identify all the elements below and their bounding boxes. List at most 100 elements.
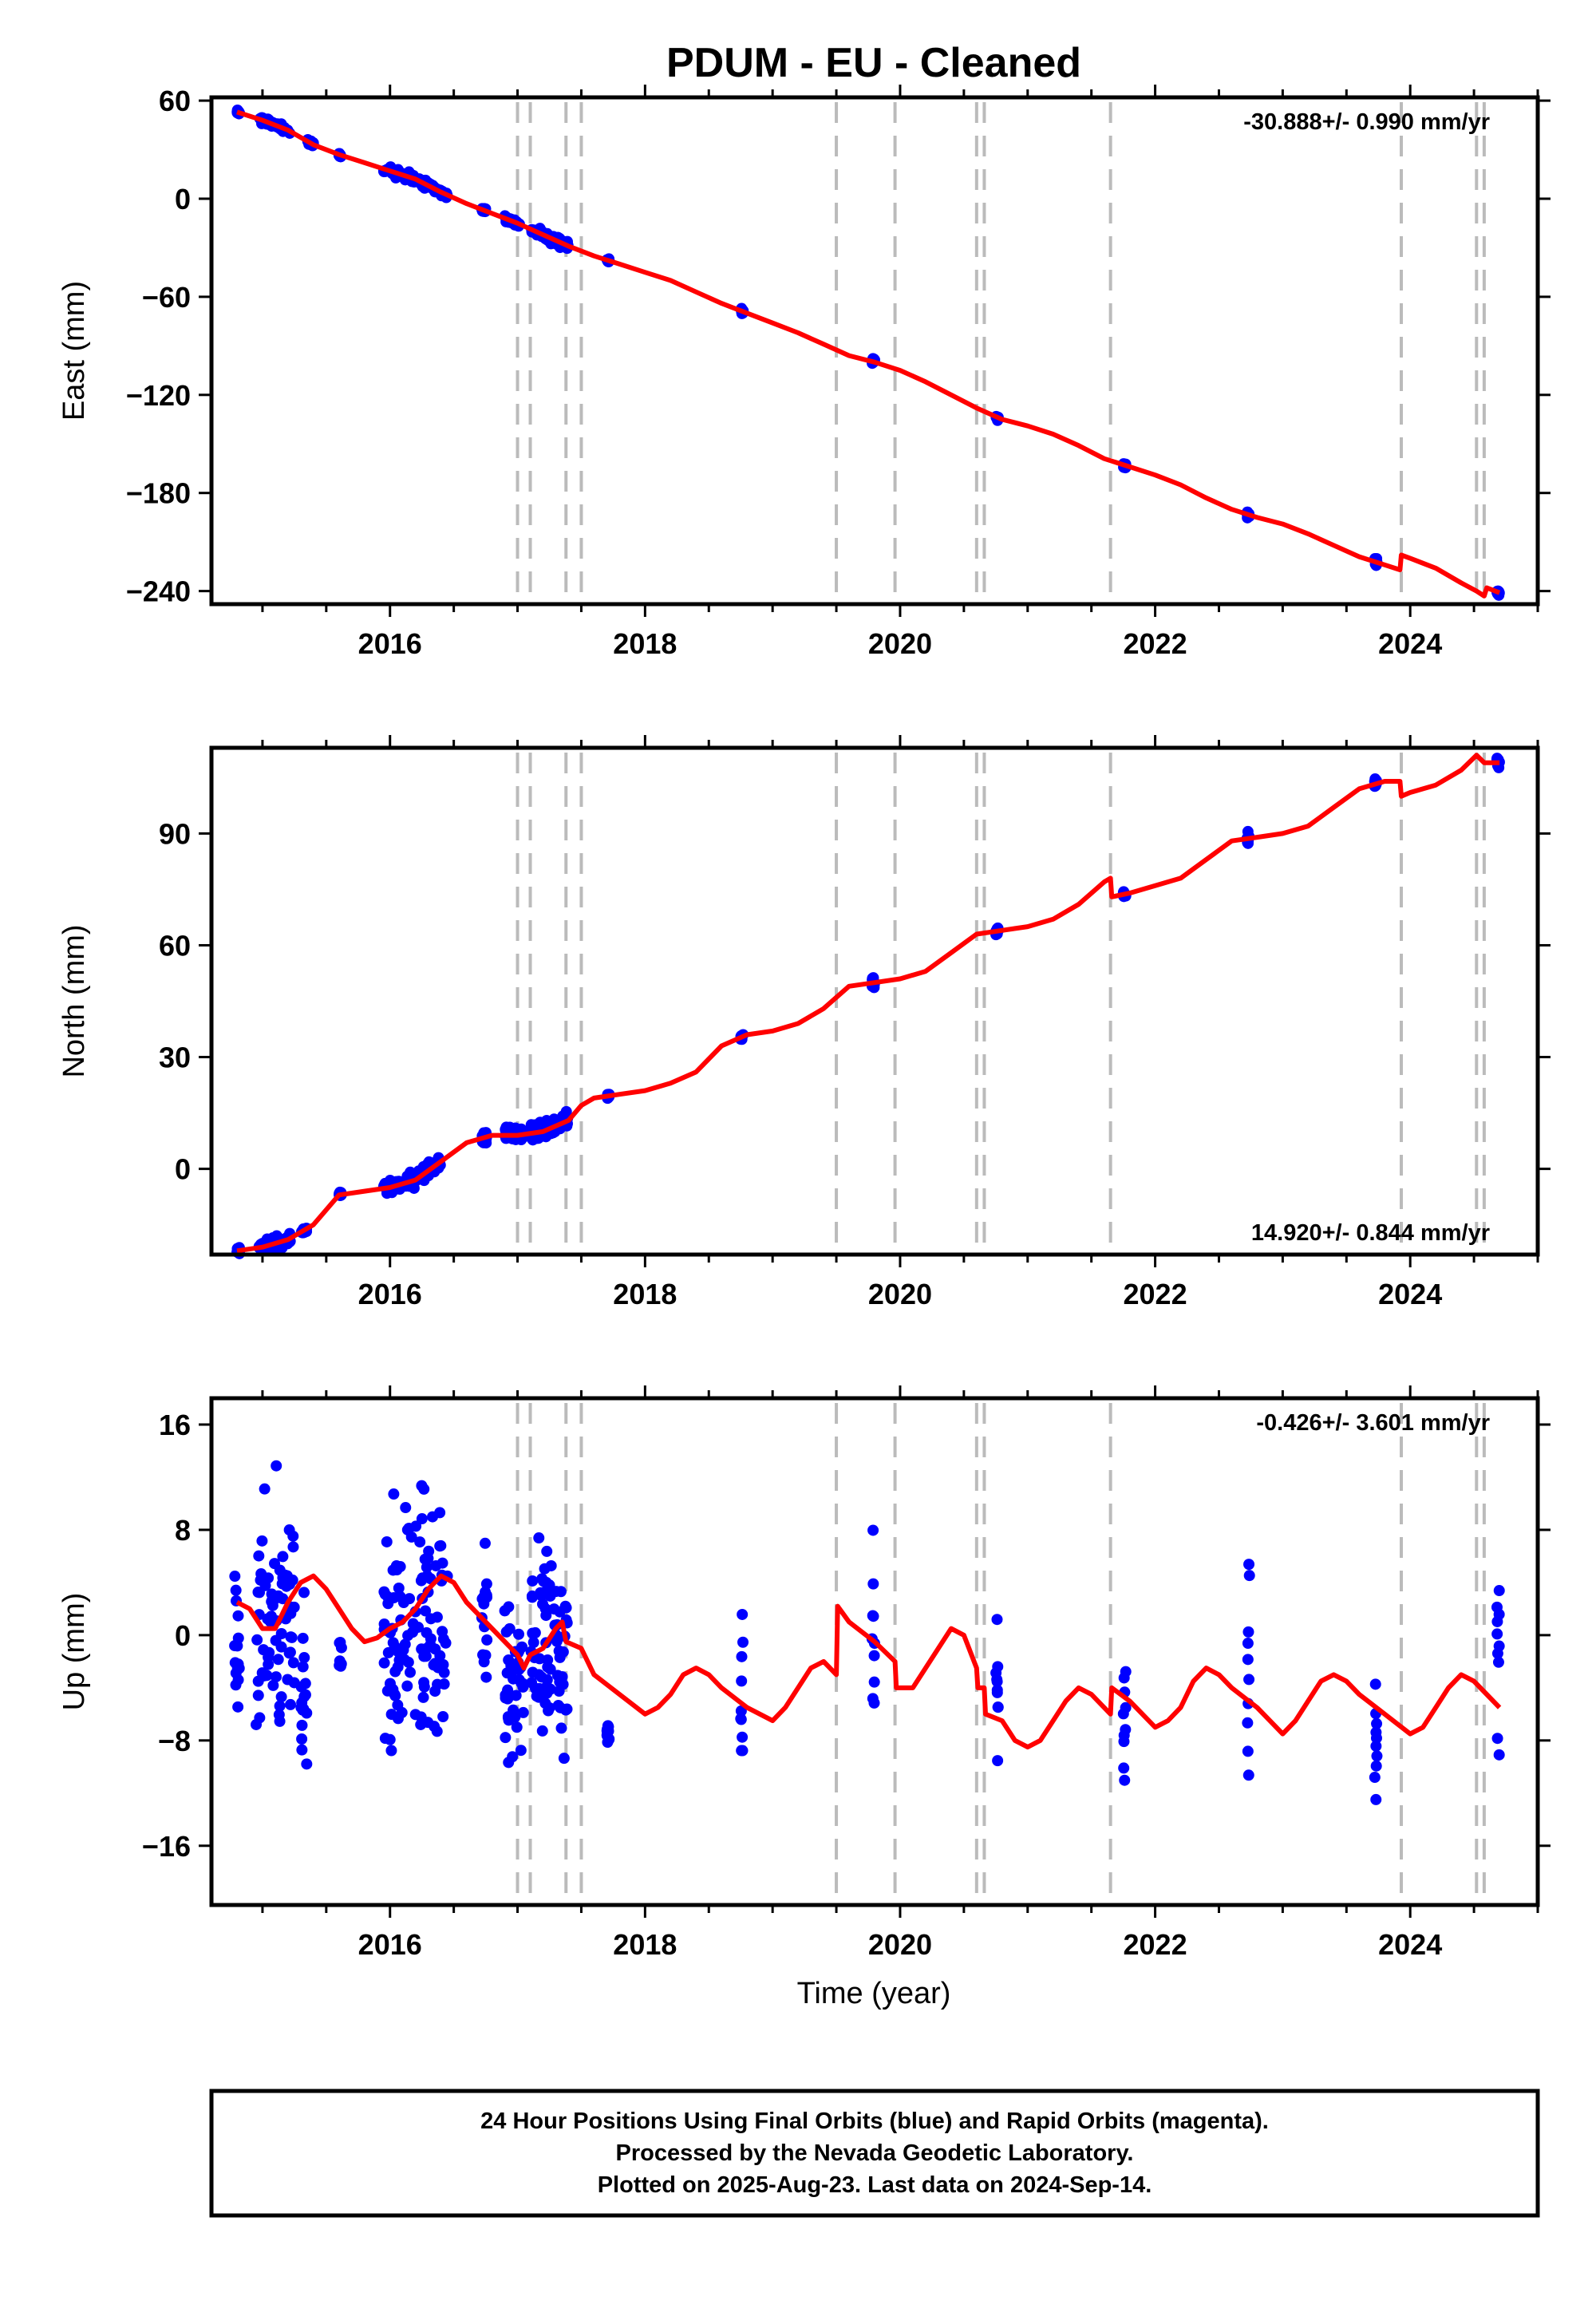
data-point: [480, 1671, 492, 1683]
x-tick-label: 2018: [613, 1928, 677, 1961]
data-point: [420, 1605, 432, 1617]
model-line: [235, 1573, 1502, 1750]
data-point: [1371, 1717, 1383, 1729]
data-point: [437, 1710, 449, 1722]
data-point: [536, 1725, 548, 1737]
data-point: [1493, 1585, 1505, 1597]
data-point: [500, 1692, 512, 1704]
data-point: [602, 1737, 614, 1749]
data-point: [270, 1671, 282, 1683]
data-point: [527, 1575, 539, 1587]
data-point: [421, 1626, 433, 1638]
data-point: [551, 1670, 563, 1682]
data-point: [551, 1635, 563, 1647]
data-point: [867, 1610, 879, 1622]
data-point: [378, 1657, 390, 1669]
data-point: [394, 1561, 406, 1573]
panel-frame: [209, 1396, 1540, 1907]
footer-line-2: Processed by the Nevada Geodetic Laborat…: [616, 2140, 1134, 2166]
data-point: [389, 1688, 401, 1700]
data-point: [263, 1646, 275, 1658]
data-point: [554, 1651, 566, 1663]
data-point: [1242, 1769, 1254, 1781]
data-point: [992, 1755, 1004, 1767]
y-tick-label: 8: [175, 1514, 191, 1547]
data-point: [295, 1681, 307, 1693]
data-point: [533, 1691, 545, 1703]
data-point: [1371, 1750, 1383, 1762]
data-point: [405, 1531, 417, 1543]
data-point: [418, 1650, 430, 1662]
data-point: [413, 1621, 425, 1633]
x-axis-label: Time (year): [797, 1977, 951, 2010]
data-point: [559, 1600, 571, 1612]
data-point: [1242, 1626, 1254, 1638]
data-point: [479, 1537, 491, 1549]
data-point: [298, 1690, 310, 1702]
data-point: [252, 1675, 264, 1687]
data-point: [991, 1684, 1003, 1696]
data-point: [508, 1704, 519, 1716]
data-point: [415, 1711, 427, 1723]
x-tick-label: 2016: [358, 1278, 422, 1310]
data-point: [481, 1634, 493, 1646]
rate-label: -30.888+/- 0.990 mm/yr: [1243, 109, 1490, 135]
data-point: [543, 1579, 555, 1591]
y-axis-label: Up (mm): [57, 1593, 91, 1711]
data-point: [378, 1618, 390, 1630]
data-point: [393, 1582, 405, 1594]
data-point: [230, 1584, 242, 1596]
data-point: [517, 1706, 529, 1718]
data-point: [285, 1575, 297, 1587]
data-point: [535, 1587, 547, 1599]
data-point: [527, 1666, 539, 1678]
data-point: [1493, 1749, 1505, 1761]
data-point: [393, 1646, 405, 1658]
y-tick-label: −16: [142, 1830, 191, 1863]
data-point: [277, 1551, 289, 1563]
y-axis-label: North (mm): [57, 924, 91, 1077]
data-point: [287, 1530, 299, 1542]
data-point: [1242, 1638, 1254, 1650]
north-panel: 90 60 30 0 2016 2018 2020 2022 2024 North (mm) 14.…: [57, 735, 1551, 1310]
x-tick-label: 2020: [868, 1278, 932, 1310]
data-point: [507, 1751, 519, 1763]
data-point: [736, 1675, 748, 1687]
data-point: [541, 1545, 553, 1557]
data-point: [544, 1590, 556, 1602]
data-point: [539, 1603, 551, 1614]
data-point: [263, 1658, 275, 1670]
data-point: [298, 1652, 310, 1664]
data-point: [410, 1520, 422, 1532]
data-point: [284, 1646, 296, 1658]
y-tick-label: −180: [126, 477, 191, 510]
footer-box: 24 Hour Positions Using Final Orbits (bl…: [209, 2089, 1540, 2218]
data-point: [526, 1677, 538, 1689]
data-point: [1370, 1793, 1382, 1805]
footer-frame: [209, 2089, 1540, 2218]
rate-label: -0.426+/- 3.601 mm/yr: [1256, 1410, 1490, 1436]
data-point: [267, 1594, 279, 1606]
data-point: [434, 1507, 446, 1519]
data-point: [737, 1731, 749, 1743]
data-point: [394, 1591, 406, 1603]
figure-title: PDUM - EU - Cleaned: [666, 40, 1081, 86]
data-point: [398, 1654, 410, 1666]
data-point: [543, 1705, 555, 1717]
data-point: [535, 1671, 547, 1683]
rate-label: 14.920+/- 0.844 mm/yr: [1251, 1220, 1490, 1246]
data-point: [277, 1593, 289, 1605]
x-tick-label: 2016: [358, 627, 422, 660]
data-point: [400, 1502, 412, 1514]
data-point: [275, 1628, 287, 1640]
data-point: [558, 1753, 570, 1765]
data-point: [1118, 1729, 1130, 1741]
data-point: [297, 1632, 309, 1644]
x-tick-label: 2018: [613, 1278, 677, 1310]
data-point: [253, 1550, 265, 1562]
x-tick-label: 2022: [1124, 1278, 1187, 1310]
data-point: [431, 1725, 443, 1737]
data-point: [232, 1701, 244, 1713]
data-point: [500, 1732, 512, 1744]
